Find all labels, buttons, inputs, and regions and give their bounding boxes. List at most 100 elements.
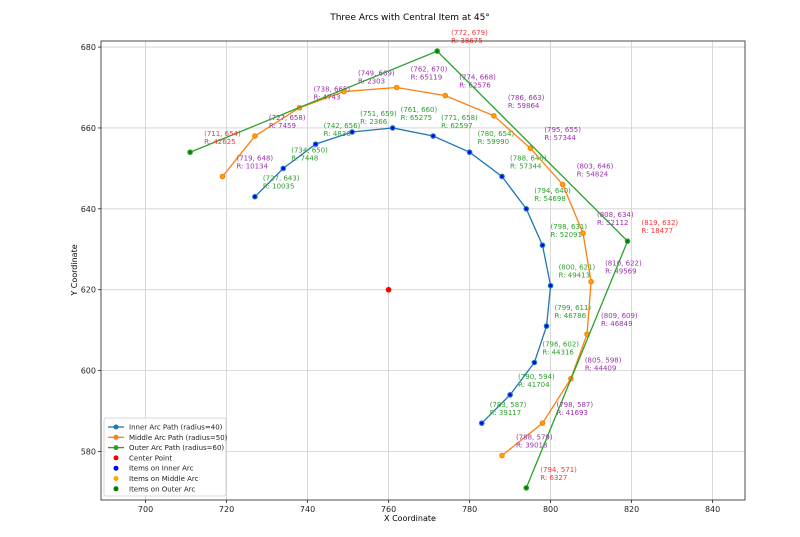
y-tick-label: 600 <box>81 367 96 376</box>
point-coord-label: (794, 640) <box>534 187 571 195</box>
legend-entry: Inner Arc Path (radius=40) <box>129 424 223 432</box>
point-coord-label: (783, 587) <box>490 401 527 409</box>
point-coord-label: (788, 648) <box>510 154 547 162</box>
point-r-label: R: 41704 <box>518 381 550 389</box>
chart-title: Three Arcs with Central Item at 45° <box>329 13 490 23</box>
point-r-label: R: 59864 <box>508 102 540 110</box>
point-coord-label: (805, 598) <box>585 357 622 365</box>
point-r-label: R: 54824 <box>577 171 609 179</box>
y-tick-label: 620 <box>81 286 96 295</box>
item-marker <box>524 207 528 211</box>
point-coord-label: (786, 663) <box>508 94 545 102</box>
legend-entry: Outer Arc Path (radius=60) <box>129 444 224 452</box>
point-coord-label: (780, 654) <box>478 130 515 138</box>
point-r-label: R: 7448 <box>291 154 318 162</box>
x-tick-label: 740 <box>300 505 315 514</box>
item-marker <box>342 89 346 94</box>
legend-dot-swatch <box>113 476 119 481</box>
point-coord-label: (810, 622) <box>605 260 642 268</box>
point-r-label: R: 41693 <box>556 409 588 417</box>
y-tick-label: 660 <box>81 124 96 133</box>
item-marker <box>589 280 593 284</box>
point-r-label: R: 4743 <box>313 94 340 102</box>
point-coord-label: (771, 658) <box>441 114 478 122</box>
item-marker <box>431 134 435 138</box>
point-coord-label: (808, 634) <box>597 211 634 219</box>
point-coord-label: (761, 660) <box>401 106 438 114</box>
legend-dot-swatch <box>113 465 119 471</box>
point-r-label: R: 54698 <box>534 195 566 203</box>
point-coord-label: (734, 650) <box>291 146 328 154</box>
item-marker <box>281 166 285 170</box>
ticks: 700 720 740 760 780 800 820 840 580 600 620 640 660 6… <box>81 43 721 514</box>
x-tick-label: 700 <box>138 505 153 514</box>
point-coord-label: (790, 594) <box>518 373 555 381</box>
point-coord-label: (799, 611) <box>555 304 592 312</box>
series-line-1 <box>222 86 592 457</box>
point-coord-label: (794, 571) <box>540 466 577 474</box>
point-coord-label: (809, 609) <box>601 312 638 320</box>
x-axis-label: X Coordinate <box>384 514 436 523</box>
item-marker <box>314 142 318 146</box>
legend: Inner Arc Path (radius=40) Middle Arc Pat… <box>103 417 228 497</box>
series-line-0 <box>254 127 552 424</box>
point-coord-label: (711, 654) <box>204 130 241 138</box>
legend-dot-swatch <box>113 486 119 492</box>
item-marker <box>391 126 395 130</box>
point-r-label: R: 6327 <box>540 474 567 482</box>
point-r-label: R: 10134 <box>237 162 269 170</box>
legend-marker <box>113 424 119 430</box>
plot-frame <box>100 40 746 501</box>
x-tick-label: 780 <box>462 505 477 514</box>
point-coord-label: (803, 646) <box>577 163 614 171</box>
item-marker <box>581 231 585 235</box>
legend-entry: Middle Arc Path (radius=50) <box>129 434 228 442</box>
x-tick-label: 760 <box>381 505 396 514</box>
x-tick-label: 820 <box>624 505 639 514</box>
legend-entry: Items on Outer Arc <box>129 485 195 493</box>
item-marker <box>395 85 399 90</box>
point-coord-label: (727, 643) <box>263 175 300 183</box>
x-tick-label: 720 <box>219 505 234 514</box>
point-r-label: R: 52112 <box>597 219 629 227</box>
point-r-label: R: 42625 <box>204 138 236 146</box>
legend-entry: Center Point <box>129 454 172 462</box>
point-r-label: R: 57344 <box>510 162 542 170</box>
item-marker <box>188 150 192 154</box>
point-coord-label: (800, 621) <box>559 264 596 272</box>
legend-entry: Items on Inner Arc <box>129 465 194 473</box>
item-marker <box>528 146 532 150</box>
point-coord-label: (774, 668) <box>459 74 496 82</box>
item-marker <box>480 421 484 425</box>
y-tick-label: 680 <box>81 43 96 52</box>
item-marker <box>544 324 549 328</box>
point-coord-label: (772, 679) <box>451 29 488 37</box>
point-r-label: R: 65275 <box>401 114 433 122</box>
point-r-label: R: 46849 <box>601 320 633 328</box>
point-coord-label: (796, 602) <box>542 341 579 349</box>
point-r-label: R: 52091 <box>550 231 582 239</box>
grid <box>101 41 745 500</box>
series-layer: (727, 643)R: 10035 (734, 650)R: 7448 (742,… <box>187 29 678 491</box>
item-marker <box>540 421 545 425</box>
item-marker <box>561 182 565 187</box>
series-line-2 <box>189 50 629 489</box>
point-r-label: R: 39018 <box>516 442 548 450</box>
point-r-label: R: 44409 <box>585 365 617 373</box>
item-marker <box>524 486 528 490</box>
x-tick-label: 840 <box>705 505 720 514</box>
item-marker <box>467 150 472 154</box>
x-tick-label: 800 <box>543 505 558 514</box>
point-r-label: R: 2303 <box>358 78 385 86</box>
point-r-label: R: 18477 <box>642 227 674 235</box>
point-r-label: R: 49569 <box>605 268 637 276</box>
point-r-label: R: 57344 <box>544 134 576 142</box>
point-coord-label: (742, 656) <box>324 122 361 130</box>
center-point <box>385 286 392 293</box>
item-marker <box>585 332 589 336</box>
point-coord-label: (788, 579) <box>516 434 553 442</box>
point-coord-label: (798, 631) <box>550 223 587 231</box>
point-coord-label: (795, 655) <box>544 126 581 134</box>
item-marker <box>443 93 447 98</box>
